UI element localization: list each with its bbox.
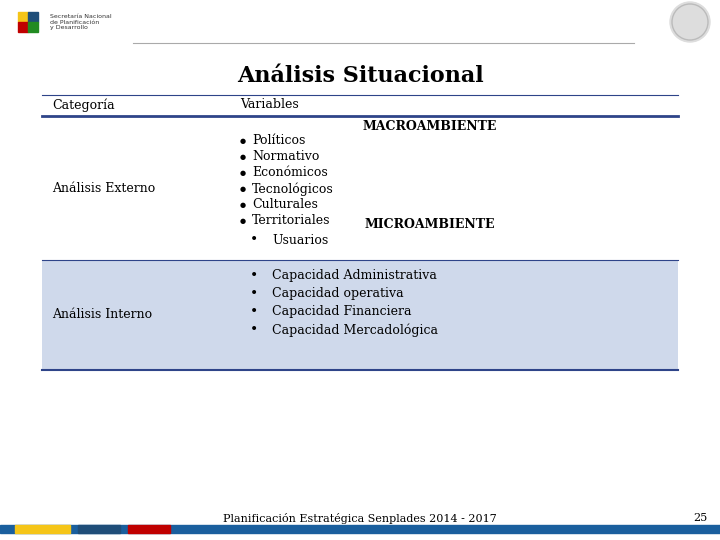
Text: Categoría: Categoría: [52, 98, 114, 112]
Bar: [0, 525, 720, 533]
Text: •: •: [250, 269, 258, 283]
Text: Capacidad Mercadológica: Capacidad Mercadológica: [272, 323, 438, 337]
Text: •: •: [250, 323, 258, 337]
Text: Variables: Variables: [240, 98, 299, 111]
Text: Planificación Estratégica Senplades 2014 - 2017: Planificación Estratégica Senplades 2014…: [223, 512, 497, 523]
Text: ●: ●: [240, 137, 246, 145]
Text: MACROAMBIENTE: MACROAMBIENTE: [363, 119, 498, 132]
Text: MICROAMBIENTE: MICROAMBIENTE: [365, 218, 495, 231]
Text: Políticos: Políticos: [252, 134, 305, 147]
Text: Análisis Externo: Análisis Externo: [52, 181, 156, 194]
Text: de Planificación: de Planificación: [50, 19, 99, 24]
Text: Económicos: Económicos: [252, 166, 328, 179]
Text: Capacidad operativa: Capacidad operativa: [272, 287, 404, 300]
Text: ●: ●: [240, 185, 246, 193]
Text: ●: ●: [240, 217, 246, 225]
Text: •: •: [250, 305, 258, 319]
Bar: [42, 260, 678, 370]
Circle shape: [670, 2, 710, 42]
Bar: [18, 22, 28, 32]
Text: Normativo: Normativo: [252, 151, 320, 164]
Text: Tecnológicos: Tecnológicos: [252, 183, 334, 195]
Text: Capacidad Financiera: Capacidad Financiera: [272, 306, 412, 319]
Text: ●: ●: [240, 153, 246, 161]
Bar: [28, 12, 38, 22]
Text: Usuarios: Usuarios: [272, 233, 328, 246]
Text: Capacidad Administrativa: Capacidad Administrativa: [272, 269, 437, 282]
Text: ●: ●: [240, 169, 246, 177]
Bar: [18, 12, 28, 22]
Text: Análisis Interno: Análisis Interno: [52, 308, 152, 321]
Text: •: •: [250, 233, 258, 247]
Bar: [28, 22, 38, 32]
Text: •: •: [250, 287, 258, 301]
Bar: [78, 525, 120, 533]
Text: Territoriales: Territoriales: [252, 214, 330, 227]
Bar: [15, 525, 70, 533]
Text: y Desarrollo: y Desarrollo: [50, 25, 88, 30]
Text: Secretaría Nacional: Secretaría Nacional: [50, 14, 112, 18]
Text: 25: 25: [693, 513, 707, 523]
Text: Culturales: Culturales: [252, 199, 318, 212]
Text: ●: ●: [240, 201, 246, 209]
Bar: [128, 525, 170, 533]
Text: Análisis Situacional: Análisis Situacional: [237, 65, 483, 87]
